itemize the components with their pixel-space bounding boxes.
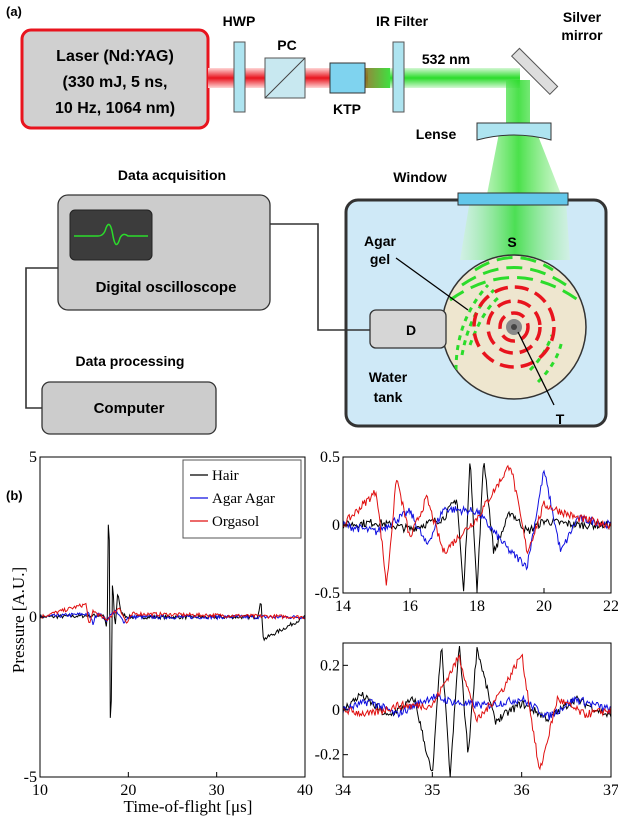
wavefront-s-3 [449, 276, 579, 302]
y-tick-label-zoom-bottom-0: 0.2 [320, 657, 340, 674]
mirror-label-2: mirror [561, 27, 603, 43]
legend: Hair Agar Agar Orgasol [182, 459, 302, 539]
series-zoom-top-agar-agar [343, 469, 611, 571]
target-pointer [517, 331, 555, 406]
wavefront-s-1 [474, 256, 554, 272]
x-tick-label-main-0: 10 [32, 782, 48, 799]
ktp-crystal [329, 62, 366, 94]
lens-label: Lense [416, 126, 457, 142]
plot-zoom-top: 14 16 18 20 22 0.5 0 -0.5 [315, 449, 618, 615]
wavefront-s-2 [461, 266, 567, 287]
oscilloscope-screen [69, 209, 153, 261]
series-main-agar-agar [40, 609, 305, 626]
y-tick-label-zoom-top-0: 0.5 [320, 449, 340, 466]
hwp-optic [233, 41, 246, 113]
series-zoom-top-orgasol [343, 464, 611, 586]
legend-agar: Agar Agar [212, 491, 275, 507]
x-tick-label-zoom-bottom-2: 36 [514, 782, 530, 799]
wavefront-t-3 [472, 285, 556, 369]
agar-label-1: Agar [364, 233, 396, 249]
x-tick-label-main-3: 40 [297, 782, 313, 799]
series-zoom-bottom-hair [343, 646, 611, 777]
green-beam-horizontal [390, 68, 520, 88]
green-beam-in-tank [460, 200, 570, 260]
y-tick-label-zoom-top-2: -0.5 [315, 585, 340, 602]
y-tick-label-zoom-bottom-2: -0.2 [315, 747, 340, 764]
x-tick-label-zoom-bottom-1: 35 [424, 782, 440, 799]
water-label-2: tank [374, 389, 403, 405]
source-label: S [507, 234, 516, 250]
x-tick-label-zoom-top-2: 18 [469, 598, 485, 615]
laser-label-2: (330 mJ, 5 ns, [63, 74, 168, 91]
y-tick-label-main-2: -5 [24, 769, 37, 786]
ktp-label: KTP [333, 101, 361, 117]
lens [476, 122, 552, 141]
y-tick-label-main-0: 5 [29, 449, 37, 466]
oscilloscope-label: Digital oscilloscope [96, 279, 237, 296]
window-optic [457, 192, 569, 206]
target-label: T [556, 411, 565, 427]
wavefronts [449, 256, 579, 384]
silver-mirror [510, 47, 559, 96]
oscilloscope-trace [74, 223, 148, 246]
agar-label-2: gel [370, 251, 390, 267]
pc-label: PC [277, 37, 296, 53]
pc-diagonal [264, 57, 306, 99]
agar-pointer [395, 257, 469, 311]
window-label: Window [393, 169, 447, 185]
y-tick-label-zoom-bottom-1: 0 [332, 702, 340, 719]
data-processing-label: Data processing [76, 353, 185, 369]
panel-b-label: (b) [6, 488, 23, 503]
x-tick-label-zoom-top-3: 20 [536, 598, 552, 615]
detector-box [369, 309, 447, 349]
cable-computer [25, 267, 58, 409]
data-acquisition-label: Data acquisition [118, 167, 226, 183]
wavefront-t-1 [498, 311, 530, 343]
hwp-label: HWP [223, 13, 256, 29]
ir-filter-optic [392, 41, 405, 113]
x-axis-label: Time-of-flight [μs] [124, 797, 253, 816]
panel-a-label: (a) [6, 4, 22, 19]
legend-box [182, 459, 302, 539]
target-center [511, 324, 517, 330]
legend-orgasol: Orgasol [212, 514, 259, 530]
wavefront-t-2 [486, 299, 542, 355]
wavefront-d-3 [454, 283, 490, 371]
mirror-label-1: Silver [563, 9, 602, 25]
ir-filter-label: IR Filter [376, 13, 429, 29]
laser-label-1: Laser (Nd:YAG) [56, 48, 174, 65]
plot-zoom-bottom: 34 35 36 37 0.2 0 -0.2 [315, 642, 618, 799]
computer-label: Computer [94, 400, 165, 417]
x-tick-label-main-1: 20 [120, 782, 136, 799]
x-tick-label-zoom-bottom-0: 34 [335, 782, 351, 799]
series-main-hair [40, 524, 305, 718]
series-zoom-bottom-agar-agar [343, 693, 611, 721]
x-tick-label-zoom-top-1: 16 [402, 598, 418, 615]
series-zoom-bottom-orgasol [343, 653, 611, 771]
legend-hair: Hair [212, 468, 239, 484]
y-tick-label-main-1: 0 [29, 609, 37, 626]
series-main-orgasol [40, 602, 305, 624]
wavefront-d-1 [468, 296, 500, 346]
water-label-1: Water [369, 369, 408, 385]
y-tick-label-zoom-top-1: 0 [332, 517, 340, 534]
cable-detector [270, 223, 370, 331]
laser-label-3: 10 Hz, 1064 nm) [55, 100, 175, 117]
x-tick-label-zoom-bottom-3: 37 [603, 782, 618, 799]
x-tick-label-main-2: 30 [209, 782, 225, 799]
x-tick-label-zoom-top-0: 14 [335, 598, 351, 615]
wavelength-label: 532 nm [422, 51, 470, 67]
y-axis-label: Pressure [A.U.] [9, 567, 28, 673]
detector-label: D [406, 322, 416, 338]
x-tick-label-zoom-top-4: 22 [603, 598, 618, 615]
